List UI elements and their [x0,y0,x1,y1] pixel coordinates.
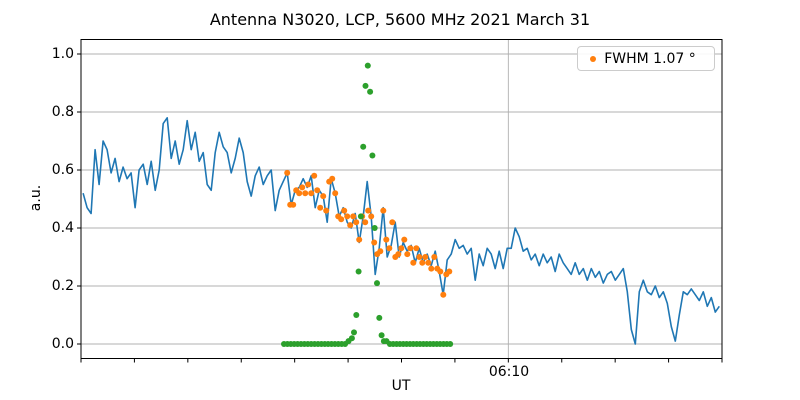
beam-peak-series [351,62,387,345]
x-tick-label: 06:10 [488,364,530,380]
y-tick-label-0.2: 0.2 [51,278,74,294]
antenna-signal-series [82,117,720,345]
x-axis-label: UT [391,378,411,394]
fit-scan-points-series [284,169,453,298]
y-tick-label-0.4: 0.4 [51,220,74,236]
gridlines [81,39,722,359]
chart-title: Antenna N3020, LCP, 5600 MHz 2021 March … [209,10,591,29]
legend: FWHM 1.07 ° [577,46,715,71]
tick-marks [77,53,723,363]
legend-label: FWHM 1.07 ° [604,50,696,67]
beam-baseline-right-series [383,338,454,347]
axes-frame [80,39,723,359]
y-tick-label-1.0: 1.0 [51,46,74,62]
legend-marker-dot-icon [590,55,596,62]
y-tick-label-0.0: 0.0 [51,336,74,352]
y-tick-label-0.8: 0.8 [51,104,74,120]
beam-baseline-left-series [281,335,355,347]
y-tick-label-0.6: 0.6 [51,162,74,178]
